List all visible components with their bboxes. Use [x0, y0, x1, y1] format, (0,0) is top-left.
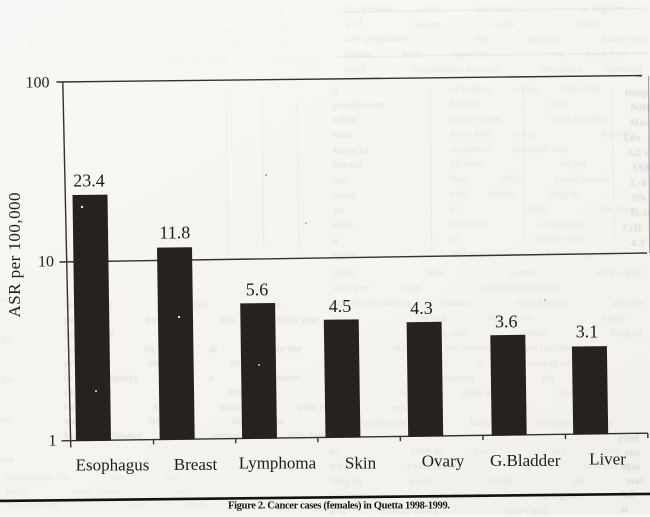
svg-text:11.8: 11.8	[159, 223, 190, 243]
svg-text:Ovary: Ovary	[422, 451, 465, 470]
svg-text:Skin: Skin	[345, 454, 377, 473]
svg-text:23.4: 23.4	[73, 171, 105, 191]
svg-text:3.1: 3.1	[576, 322, 599, 342]
svg-text:ASR per 100,000: ASR per 100,000	[5, 193, 24, 318]
svg-text:G.Bladder: G.Bladder	[490, 451, 561, 470]
svg-text:Liver: Liver	[589, 449, 626, 468]
svg-text:5.6: 5.6	[246, 280, 269, 300]
svg-text:Breast: Breast	[174, 455, 218, 474]
svg-text:Lymphoma: Lymphoma	[239, 454, 317, 473]
svg-text:4.3: 4.3	[410, 298, 433, 318]
svg-text:3.6: 3.6	[495, 312, 518, 332]
svg-text:10: 10	[38, 254, 54, 271]
svg-text:Esophagus: Esophagus	[76, 455, 150, 474]
svg-text:4.5: 4.5	[329, 296, 352, 316]
svg-text:Figure 2. Cancer cases (female: Figure 2. Cancer cases (females) in Quet…	[228, 501, 450, 512]
svg-text:100: 100	[26, 75, 50, 92]
svg-text:1: 1	[49, 432, 57, 449]
